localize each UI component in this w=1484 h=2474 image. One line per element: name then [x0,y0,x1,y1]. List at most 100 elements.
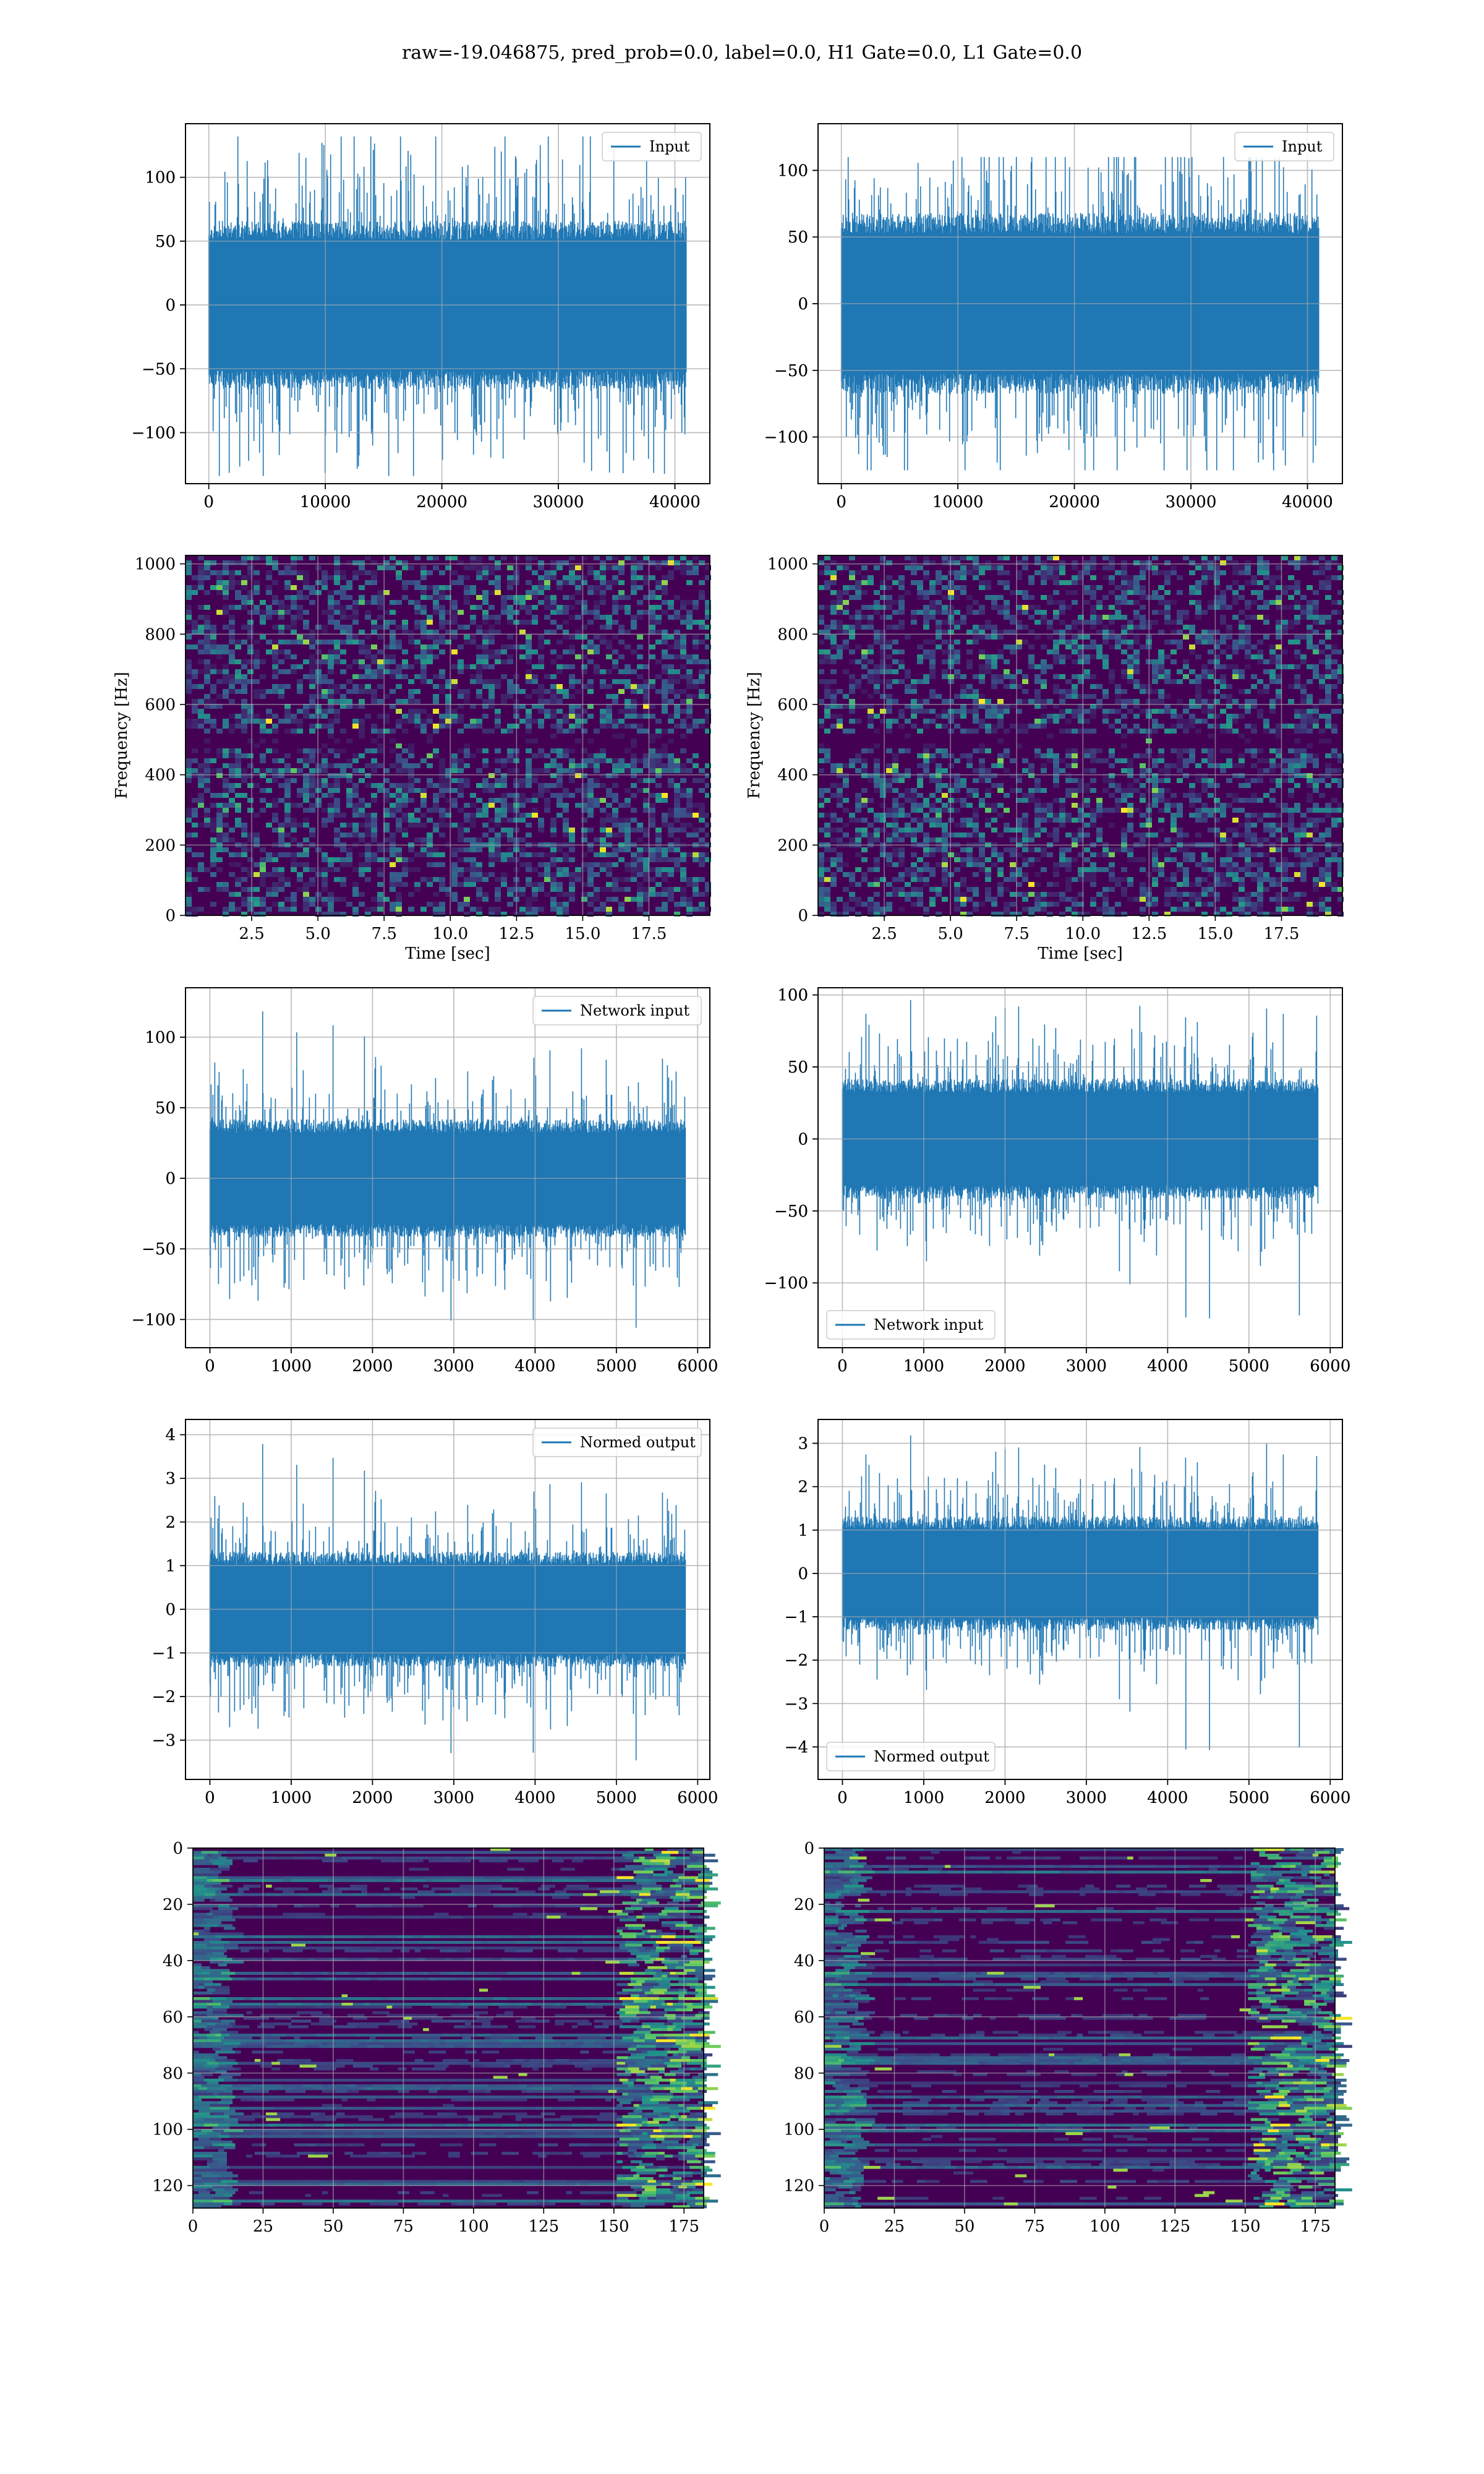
heatmap-cell [235,823,241,828]
heatmap-cell [631,768,637,773]
heatmap-cell [495,714,501,719]
heatmap-cell [550,857,556,862]
heatmap-cell [526,620,532,625]
heatmap-cell [612,763,618,768]
heatmap-cell [223,887,229,892]
heatmap-cell [985,659,991,664]
heatmap-cell [1072,689,1078,694]
heatmap-cell [1294,679,1300,684]
heatmap-cell [686,709,693,714]
heatmap-cell [451,615,458,620]
heatmap-cell [868,605,874,610]
heatmap-cell [371,833,377,837]
heatmap-cell [328,709,334,714]
heatmap-cell [668,684,674,689]
heatmap-cell [186,689,192,694]
heatmap-cell [278,823,284,828]
heatmap-cell [824,689,830,694]
heatmap-cell [1133,560,1140,565]
heatmap-cell [247,753,254,758]
heatmap-cell [544,709,550,714]
heatmap-cell [495,768,501,773]
heatmap-cell [1127,729,1133,734]
heatmap-cell [1047,570,1053,575]
heatmap-cell [1307,709,1313,714]
heatmap-cell [328,699,334,704]
heatmap-cell [328,902,334,907]
heatmap-cell [662,560,668,565]
heatmap-cell [600,837,606,842]
heatmap-cell [686,902,693,907]
heatmap-cell [991,595,997,600]
heatmap-cell [550,724,556,729]
heatmap-cell [1208,649,1214,654]
heatmap-cell [837,625,843,630]
heatmap-cell [210,704,216,709]
heatmap-cell [1177,669,1183,674]
heatmap-cell [340,610,346,615]
heatmap-cell [532,778,538,783]
heatmap-cell [662,872,668,877]
heatmap-cell [284,605,291,610]
heatmap-cell [849,570,855,575]
heatmap-cell [328,748,334,753]
heatmap-cell [997,654,1004,659]
heatmap-cell [482,704,488,709]
heatmap-cell [1053,555,1059,560]
heatmap-cell [1294,555,1300,560]
heatmap-cell [1158,768,1164,773]
heatmap-cell [284,714,291,719]
heatmap-cell [216,679,223,684]
heatmap-cell [1294,605,1300,610]
heatmap-cell [662,892,668,897]
heatmap-cell [526,882,532,887]
legend-box [1234,132,1334,161]
heatmap-cell [929,719,936,724]
heatmap-cell [874,635,880,640]
heatmap-cell [1325,664,1331,669]
heatmap-cell [451,630,458,635]
heatmap-cell [960,704,966,709]
heatmap-cell [550,758,556,763]
heatmap-cell [420,847,427,852]
heatmap-cell [1307,640,1313,644]
heatmap-cell [186,585,192,590]
heatmap-cell [625,555,631,560]
heatmap-cell [346,630,352,635]
heatmap-cell [1177,758,1183,763]
heatmap-cell [1294,758,1300,763]
heatmap-cell [223,778,229,783]
heatmap-cell [880,664,886,669]
heatmap-cell [192,585,198,590]
heatmap-cell [526,605,532,610]
heatmap-cell [824,565,830,570]
heatmap-cell [352,753,359,758]
heatmap-cell [433,595,439,600]
heatmap-cell [1140,560,1146,565]
heatmap-cell [600,862,606,867]
heatmap-cell [1109,669,1115,674]
heatmap-cell [210,630,216,635]
heatmap-cell [328,907,334,912]
heatmap-cell [458,833,464,837]
heatmap-cell [186,669,192,674]
heatmap-cell [892,659,898,664]
heatmap-cell [284,565,291,570]
heatmap-cell [414,699,420,704]
heatmap-cell [235,595,241,600]
heatmap-cell [674,758,680,763]
heatmap-cell [544,872,550,877]
heatmap-cell [1263,768,1269,773]
heatmap-cell [1232,714,1239,719]
heatmap-cell [458,694,464,699]
heatmap-cell [229,659,235,664]
heatmap-cell [315,664,322,669]
heatmap-cell [433,877,439,882]
heatmap-cell [1276,674,1282,679]
heatmap-cell [482,654,488,659]
heatmap-cell [334,555,340,560]
heatmap-cell [495,833,501,837]
heatmap-cell [550,907,556,912]
heatmap-cell [359,570,365,575]
heatmap-cell [923,654,929,659]
